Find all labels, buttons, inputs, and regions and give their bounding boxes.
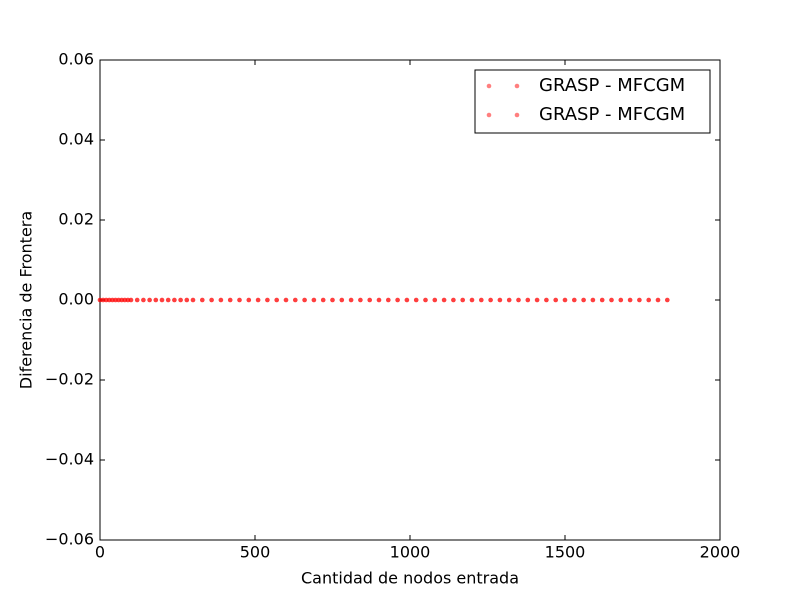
point — [646, 297, 651, 303]
point — [134, 297, 140, 303]
point — [479, 297, 484, 303]
x-tick-label: 1000 — [390, 543, 431, 562]
point — [609, 297, 614, 303]
point — [376, 297, 382, 303]
point — [358, 297, 363, 303]
point — [128, 297, 134, 303]
point — [516, 297, 521, 303]
legend-marker — [486, 112, 492, 118]
legend-marker — [514, 112, 520, 118]
point — [618, 297, 624, 303]
y-tick-label: −0.04 — [45, 450, 94, 469]
point — [637, 297, 642, 303]
point — [283, 297, 289, 303]
point — [302, 297, 307, 303]
point — [200, 297, 205, 303]
point — [159, 297, 165, 303]
point — [190, 297, 196, 303]
point — [506, 297, 512, 303]
y-tick-label: −0.06 — [45, 530, 94, 549]
point — [178, 297, 183, 303]
point — [218, 297, 224, 303]
y-tick-label: 0.06 — [58, 50, 94, 69]
point — [441, 297, 447, 303]
legend-label: GRASP - MFCGM — [539, 75, 685, 96]
point — [227, 297, 233, 303]
point — [655, 297, 661, 303]
point — [572, 297, 577, 303]
point — [320, 297, 326, 303]
point — [665, 297, 670, 303]
y-axis-label: Diferencia de Frontera — [17, 211, 36, 389]
point — [209, 297, 214, 303]
x-tick-label: 2000 — [700, 543, 741, 562]
point — [367, 297, 373, 303]
point — [488, 297, 493, 303]
x-tick-label: 0 — [95, 543, 105, 562]
y-tick-label: 0.00 — [58, 290, 94, 309]
x-axis-label: Cantidad de nodos entrada — [301, 569, 519, 588]
point — [311, 297, 317, 303]
point — [460, 297, 466, 303]
point — [423, 297, 428, 303]
point — [432, 297, 438, 303]
legend-marker — [486, 83, 492, 89]
point — [165, 297, 171, 303]
point — [395, 297, 400, 303]
legend-label: GRASP - MFCGM — [539, 104, 685, 125]
point — [274, 297, 280, 303]
point — [386, 297, 391, 303]
point — [147, 297, 152, 303]
point — [497, 297, 503, 303]
point — [590, 297, 596, 303]
point — [469, 297, 475, 303]
point — [184, 297, 190, 303]
point — [404, 297, 410, 303]
point — [544, 297, 549, 303]
point — [348, 297, 354, 303]
point — [627, 297, 633, 303]
point — [330, 297, 335, 303]
point — [599, 297, 605, 303]
legend-marker — [514, 83, 520, 89]
point — [562, 297, 568, 303]
point — [525, 297, 531, 303]
point — [581, 297, 586, 303]
point — [255, 297, 261, 303]
point — [339, 297, 345, 303]
y-tick-label: −0.02 — [45, 370, 94, 389]
point — [141, 297, 146, 303]
point — [413, 297, 419, 303]
point — [172, 297, 177, 303]
x-tick-label: 500 — [240, 543, 271, 562]
y-tick-label: 0.04 — [58, 130, 94, 149]
point — [553, 297, 558, 303]
point — [451, 297, 456, 303]
point — [153, 297, 159, 303]
legend-box — [474, 69, 711, 134]
point — [237, 297, 242, 303]
point — [293, 297, 298, 303]
point — [265, 297, 270, 303]
point — [246, 297, 252, 303]
x-tick-label: 1500 — [545, 543, 586, 562]
point — [534, 297, 540, 303]
y-tick-label: 0.02 — [58, 210, 94, 229]
